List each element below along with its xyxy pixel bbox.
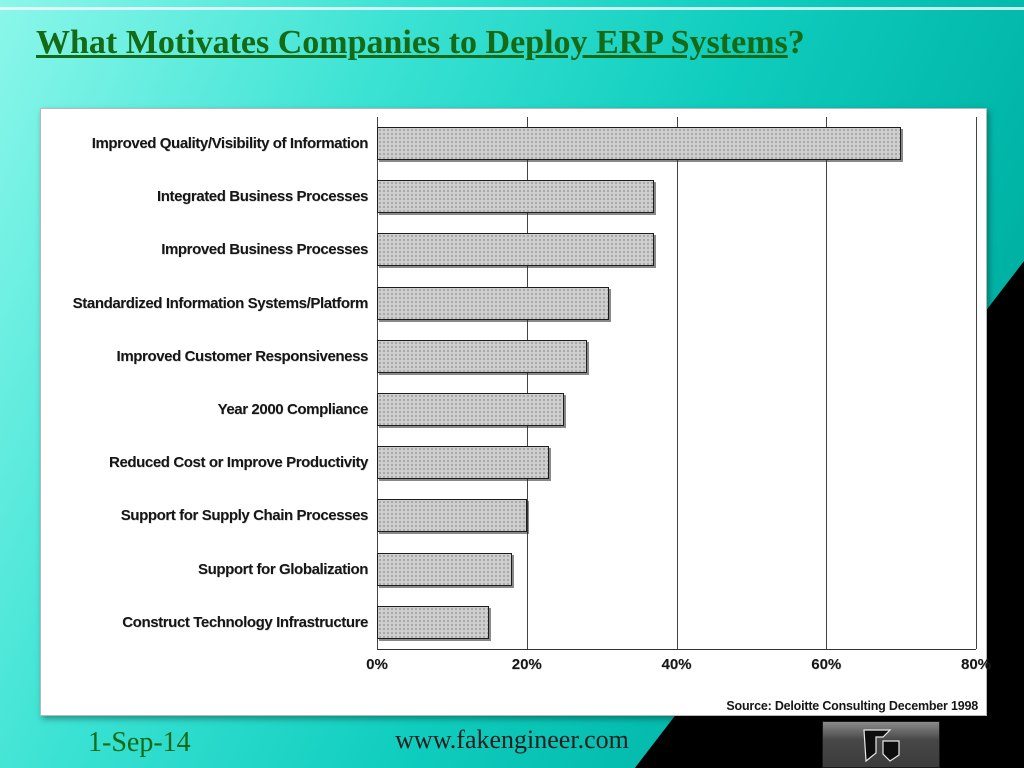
bar: [377, 605, 490, 639]
gridline: [526, 117, 528, 649]
x-tick-label: 0%: [366, 656, 388, 673]
chart-plot: [377, 117, 977, 650]
bar: [377, 127, 902, 161]
slide-date: 1-Sep-14: [88, 727, 191, 758]
chart-row: [377, 117, 976, 170]
bar-label: Support for Globalization: [198, 560, 368, 578]
x-tick-label: 20%: [511, 656, 542, 673]
chart-row: [377, 277, 976, 330]
x-axis: 0% 20% 40% 60% 80%: [366, 650, 991, 678]
gridline: [826, 117, 828, 649]
x-tick-label: 80%: [960, 656, 992, 673]
bar: [377, 393, 565, 427]
watermark-url: www.fakengineer.com: [395, 725, 629, 754]
bar-label: Year 2000 Compliance: [217, 401, 369, 419]
chart-row: [377, 436, 976, 489]
gridline: [976, 117, 977, 649]
chart-labels: Improved Quality/Visibility of Informati…: [47, 117, 377, 707]
x-tick-label: 60%: [811, 656, 842, 673]
bar: [377, 446, 550, 480]
bar: [377, 180, 655, 214]
bar: [377, 286, 610, 320]
gridline: [676, 117, 678, 649]
slide-title-text: What Motivates Companies to Deploy ERP S…: [36, 24, 788, 61]
chart-plot-column: 0% 20% 40% 60% 80%: [366, 117, 991, 707]
chart-row: [377, 223, 976, 276]
bar: [377, 339, 587, 373]
bar: [377, 499, 527, 533]
chart-source-credit: Source: Deloitte Consulting December 199…: [726, 699, 978, 713]
fakengineer-logo: [822, 721, 940, 768]
bar: [377, 233, 655, 267]
chart-row: [377, 596, 976, 649]
bar-label: Construct Technology Infrastructure: [122, 613, 368, 631]
bar-label: Integrated Business Processes: [157, 188, 368, 206]
bar-label: Improved Quality/Visibility of Informati…: [91, 135, 369, 153]
chart-row: [377, 383, 976, 436]
slide-title: What Motivates Companies to Deploy ERP S…: [36, 24, 805, 62]
logo-glyph-icon: [863, 728, 900, 762]
chart-row: [377, 543, 976, 596]
chart-row: [377, 330, 976, 383]
chart-bars: [377, 117, 976, 649]
chart-panel: Improved Quality/Visibility of Informati…: [40, 108, 991, 716]
slide-title-question-mark: ?: [787, 24, 805, 61]
bar-label: Reduced Cost or Improve Productivity: [109, 454, 368, 472]
gridline: [377, 117, 378, 649]
chart-row: [377, 489, 976, 542]
bar-label: Improved Customer Responsiveness: [116, 347, 369, 365]
bar-chart: Improved Quality/Visibility of Informati…: [47, 117, 991, 707]
bar-label: Improved Business Processes: [161, 241, 368, 259]
bar-label: Support for Supply Chain Processes: [120, 507, 369, 525]
bar: [377, 552, 512, 586]
top-divider-line: [0, 7, 1024, 10]
chart-row: [377, 170, 976, 223]
bar-label: Standardized Information Systems/Platfor…: [72, 294, 369, 312]
x-tick-label: 40%: [661, 656, 692, 673]
